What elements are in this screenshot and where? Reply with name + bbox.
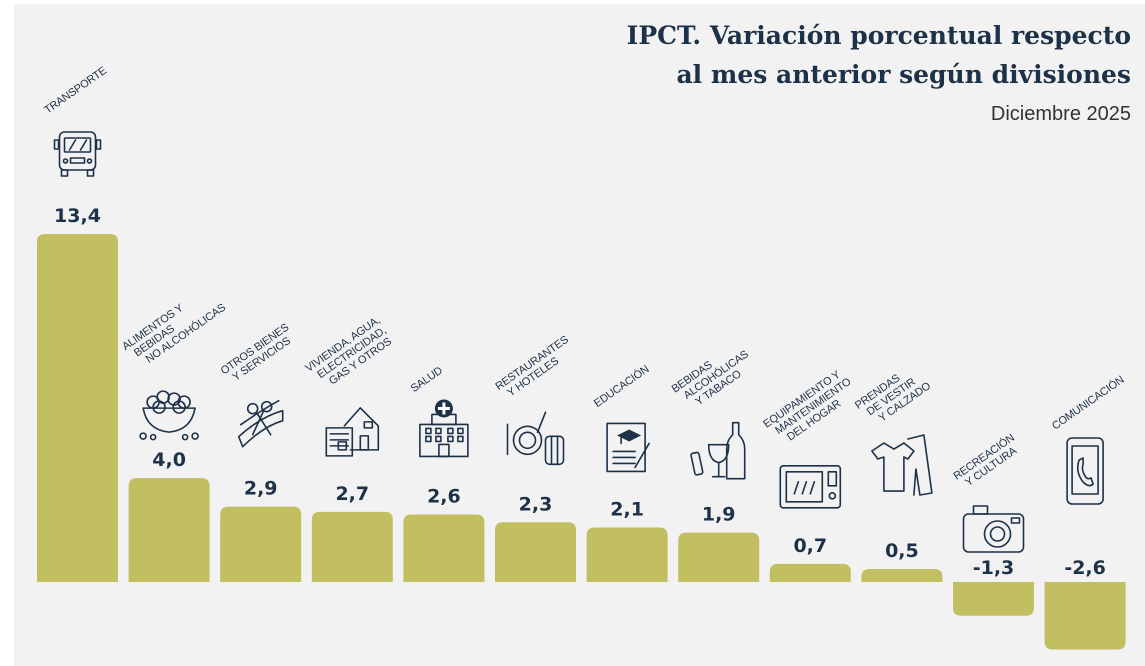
clothes-icon — [871, 434, 933, 496]
bar-value-label: 13,4 — [54, 205, 101, 227]
bar — [403, 514, 485, 582]
category-label: RECREACIÓNY CULTURA — [951, 431, 1024, 493]
bar-group: 2,3 RESTAURANTESY HOTELES — [493, 334, 577, 582]
bar — [586, 527, 668, 582]
chart-title: IPCT. Variación porcentual respecto al m… — [627, 16, 1131, 94]
bar-group: 0,5 PRENDASDE VESTIRY CALZADO — [853, 360, 943, 582]
category-label: VIVIENDA, AGUA,ELECTRICIDAD,GAS Y OTROS — [303, 314, 396, 394]
bar-value-label: 0,5 — [885, 540, 919, 562]
chart-subtitle: Diciembre 2025 — [990, 103, 1131, 125]
bar-group: 1,9 BEBIDASALCOHÓLICASY TABACO — [670, 339, 760, 582]
bar — [953, 582, 1034, 616]
category-label: TRANSPORTE — [42, 65, 109, 117]
bar-group: -2,6 COMUNICACIÓN — [1044, 373, 1127, 650]
camera-icon — [962, 505, 1025, 553]
bar-group: 2,6 SALUD — [403, 364, 485, 582]
bar — [495, 522, 576, 582]
category-label: ALIMENTOS YBEBIDASNO ALCOHÓLICAS — [120, 282, 228, 373]
bar — [311, 511, 393, 582]
bar — [37, 234, 118, 582]
bar-group: 4,0 ALIMENTOS YBEBIDASNO ALCOHÓLICAS — [120, 282, 228, 582]
bottle-glass-icon — [690, 421, 746, 480]
category-label: OTROS BIENESY SERVICIOS — [219, 322, 298, 388]
category-label: PRENDASDE VESTIRY CALZADO — [853, 360, 933, 431]
bar-group: 2,7 VIVIENDA, AGUA,ELECTRICIDAD,GAS Y OTR… — [303, 314, 396, 582]
bus-icon — [53, 131, 102, 177]
bar-value-label: -2,6 — [1064, 557, 1106, 579]
scissors-icon — [237, 399, 284, 448]
bar — [769, 563, 851, 582]
bar — [1044, 582, 1126, 650]
chart-title-line-1: IPCT. Variación porcentual respecto — [626, 21, 1131, 50]
food-bowl-icon — [139, 390, 199, 441]
category-label: COMUNICACIÓN — [1049, 373, 1126, 433]
bar-group: 0,7 EQUIPAMIENTO YMANTENIMIENTODEL HOGAR — [761, 366, 860, 582]
plate-luggage-icon — [506, 411, 565, 466]
bar-group: -1,3 RECREACIÓNY CULTURA — [951, 431, 1034, 616]
chart-title-line-2: al mes anterior según divisiones — [676, 60, 1131, 89]
phone-icon — [1066, 437, 1104, 505]
category-label: BEBIDASALCOHÓLICASY TABACO — [670, 339, 758, 416]
bar-value-label: 2,9 — [244, 478, 278, 500]
diploma-icon — [606, 422, 650, 473]
category-label: RESTAURANTESY HOTELES — [493, 334, 577, 403]
bar — [861, 569, 943, 582]
bar-value-label: 2,7 — [335, 483, 369, 505]
category-label: EDUCACIÓN — [591, 362, 651, 410]
bar-group: 2,1 EDUCACIÓN — [586, 362, 668, 582]
category-label: SALUD — [409, 364, 445, 394]
hospital-icon — [419, 399, 469, 458]
category-label: EQUIPAMIENTO YMANTENIMIENTODEL HOGAR — [761, 366, 860, 451]
bar-value-label: 2,3 — [519, 493, 553, 515]
house-document-icon — [325, 407, 380, 457]
bar-value-label: 0,7 — [793, 535, 827, 557]
bar-value-label: 2,1 — [610, 498, 644, 520]
bar-group: 13,4 TRANSPORTE — [37, 65, 118, 582]
bar — [128, 478, 210, 582]
bar-value-label: 1,9 — [702, 504, 736, 526]
microwave-icon — [779, 465, 842, 509]
bar — [220, 506, 302, 582]
bar-value-label: 4,0 — [152, 449, 186, 471]
bar — [678, 532, 760, 582]
bar-group: 2,9 OTROS BIENESY SERVICIOS — [219, 322, 302, 582]
bar-value-label: -1,3 — [973, 557, 1015, 579]
bar-value-label: 2,6 — [427, 485, 461, 507]
